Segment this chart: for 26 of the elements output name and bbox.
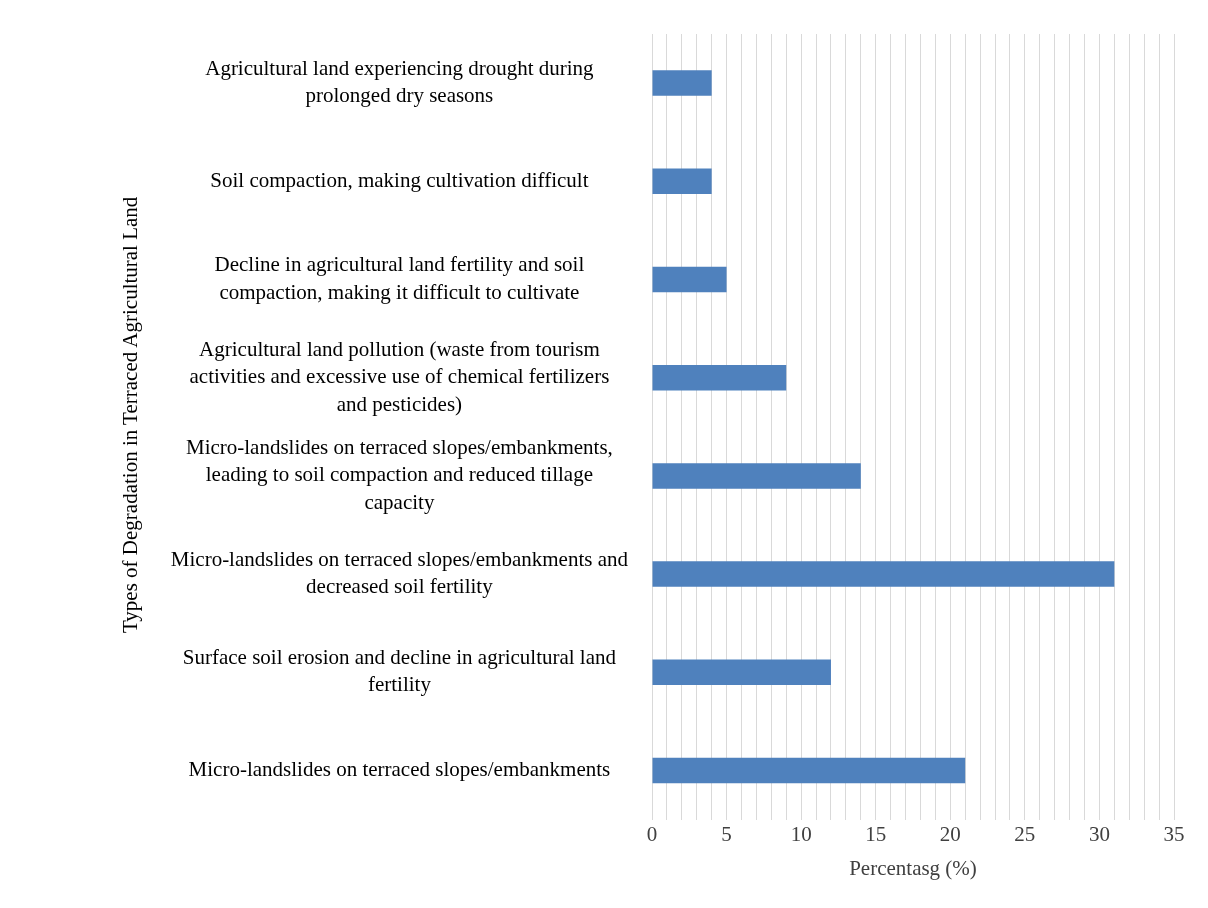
bar <box>652 266 727 293</box>
bar <box>652 561 1115 587</box>
y-tick-label: Micro-landslides on terraced slopes/embankments, leading to soil compaction and reduced tillage capacity <box>185 435 613 514</box>
y-tick-label: Soil compaction, making cultivation difficult <box>210 167 589 192</box>
x-tick-label: 10 <box>790 821 812 846</box>
y-axis-title: Types of Degradation in Terraced Agricultural Land <box>118 195 143 636</box>
x-tick-label: 35 <box>1163 821 1185 846</box>
bar <box>652 757 966 784</box>
y-tick-label: Decline in agricultural land fertility and soil compaction, making it difficult to cultivate <box>214 252 585 304</box>
bar <box>652 659 831 686</box>
y-tick-label: Agricultural land experiencing drought during prolonged dry seasons <box>205 55 595 108</box>
y-tick-label: Surface soil erosion and decline in agricultural land fertility <box>182 645 617 697</box>
bar <box>652 463 861 489</box>
x-tick-label: 5 <box>721 821 732 846</box>
x-tick-label: 20 <box>939 821 961 846</box>
bar <box>652 70 712 96</box>
y-tick-label: Agricultural land pollution (waste from tourism activities and excessive use of chemical fertilizers and pesticides) <box>189 336 610 416</box>
x-axis-title: Percentasg (%) <box>849 855 977 880</box>
x-tick-label: 30 <box>1088 821 1110 846</box>
bar <box>652 364 787 391</box>
y-tick-label: Micro-landslides on terraced slopes/embankments <box>188 757 611 782</box>
x-tick-label: 25 <box>1014 821 1036 846</box>
y-tick-label: Micro-landslides on terraced slopes/embankments and decreased soil fertility <box>170 546 629 599</box>
bar <box>652 168 712 195</box>
x-tick-label: 0 <box>646 821 658 846</box>
x-tick-label: 15 <box>865 821 887 846</box>
